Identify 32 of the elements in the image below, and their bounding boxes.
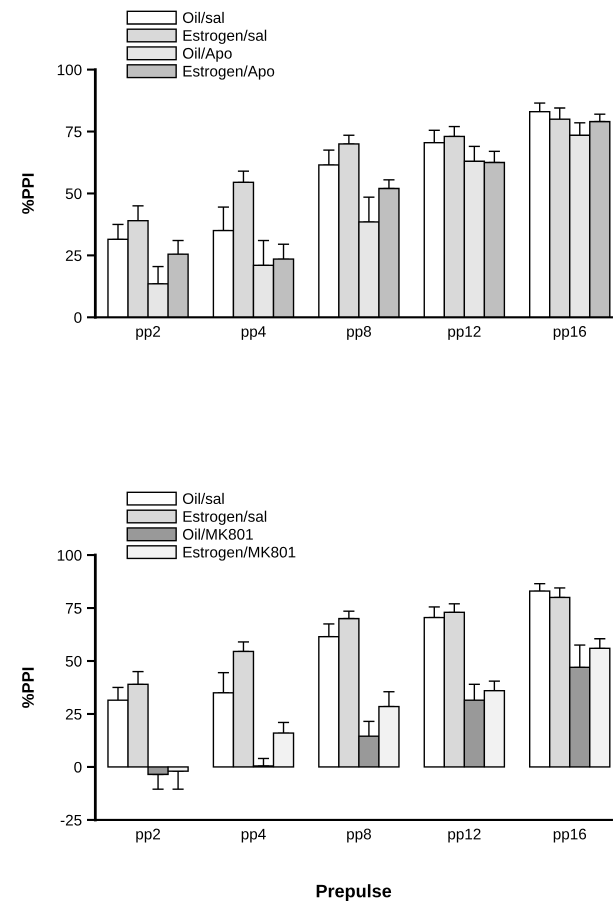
- x-tick-label: pp16: [554, 828, 586, 843]
- legend-label: Estrogen/MK801: [184, 546, 296, 561]
- y-tick-label: 100: [58, 64, 82, 76]
- y-tick-label: 0: [74, 312, 82, 323]
- legend-label: Estrogen/sal: [184, 30, 266, 44]
- y-tick-label: 100: [58, 550, 82, 561]
- x-tick-label: pp8: [347, 828, 371, 843]
- y-tick-label: 50: [66, 656, 82, 667]
- x-tick-label: pp2: [136, 326, 160, 340]
- y-tick-label: 25: [66, 250, 82, 262]
- x-tick-label: pp8: [347, 326, 371, 340]
- y-tick-label: 25: [66, 708, 82, 720]
- x-tick-label: pp4: [242, 828, 266, 843]
- x-tick-label: pp12: [448, 326, 481, 340]
- legend-label: Estrogen/sal: [184, 510, 266, 525]
- legend-label: Estrogen/Apo: [184, 65, 274, 80]
- y-axis-title: %PPI: [22, 668, 34, 708]
- y-tick-label: 0: [74, 762, 82, 773]
- x-tick-label: pp2: [136, 828, 160, 843]
- x-tick-label: pp12: [448, 828, 481, 843]
- y-axis-title: %PPI: [22, 174, 34, 214]
- x-axis-title: Prepulse: [316, 884, 392, 901]
- legend-label: Oil/sal: [182, 12, 224, 24]
- legend-label: Oil/MK801: [182, 528, 253, 540]
- y-tick-label: 50: [66, 188, 82, 200]
- y-tick-label: 75: [66, 126, 82, 138]
- x-tick-label: pp16: [554, 326, 586, 340]
- x-tick-label: pp4: [242, 326, 266, 340]
- y-tick-label: -25: [60, 814, 82, 826]
- legend-label: Oil/Apo: [182, 48, 232, 62]
- y-tick-label: 75: [66, 603, 82, 614]
- legend-label: Oil/sal: [182, 492, 224, 504]
